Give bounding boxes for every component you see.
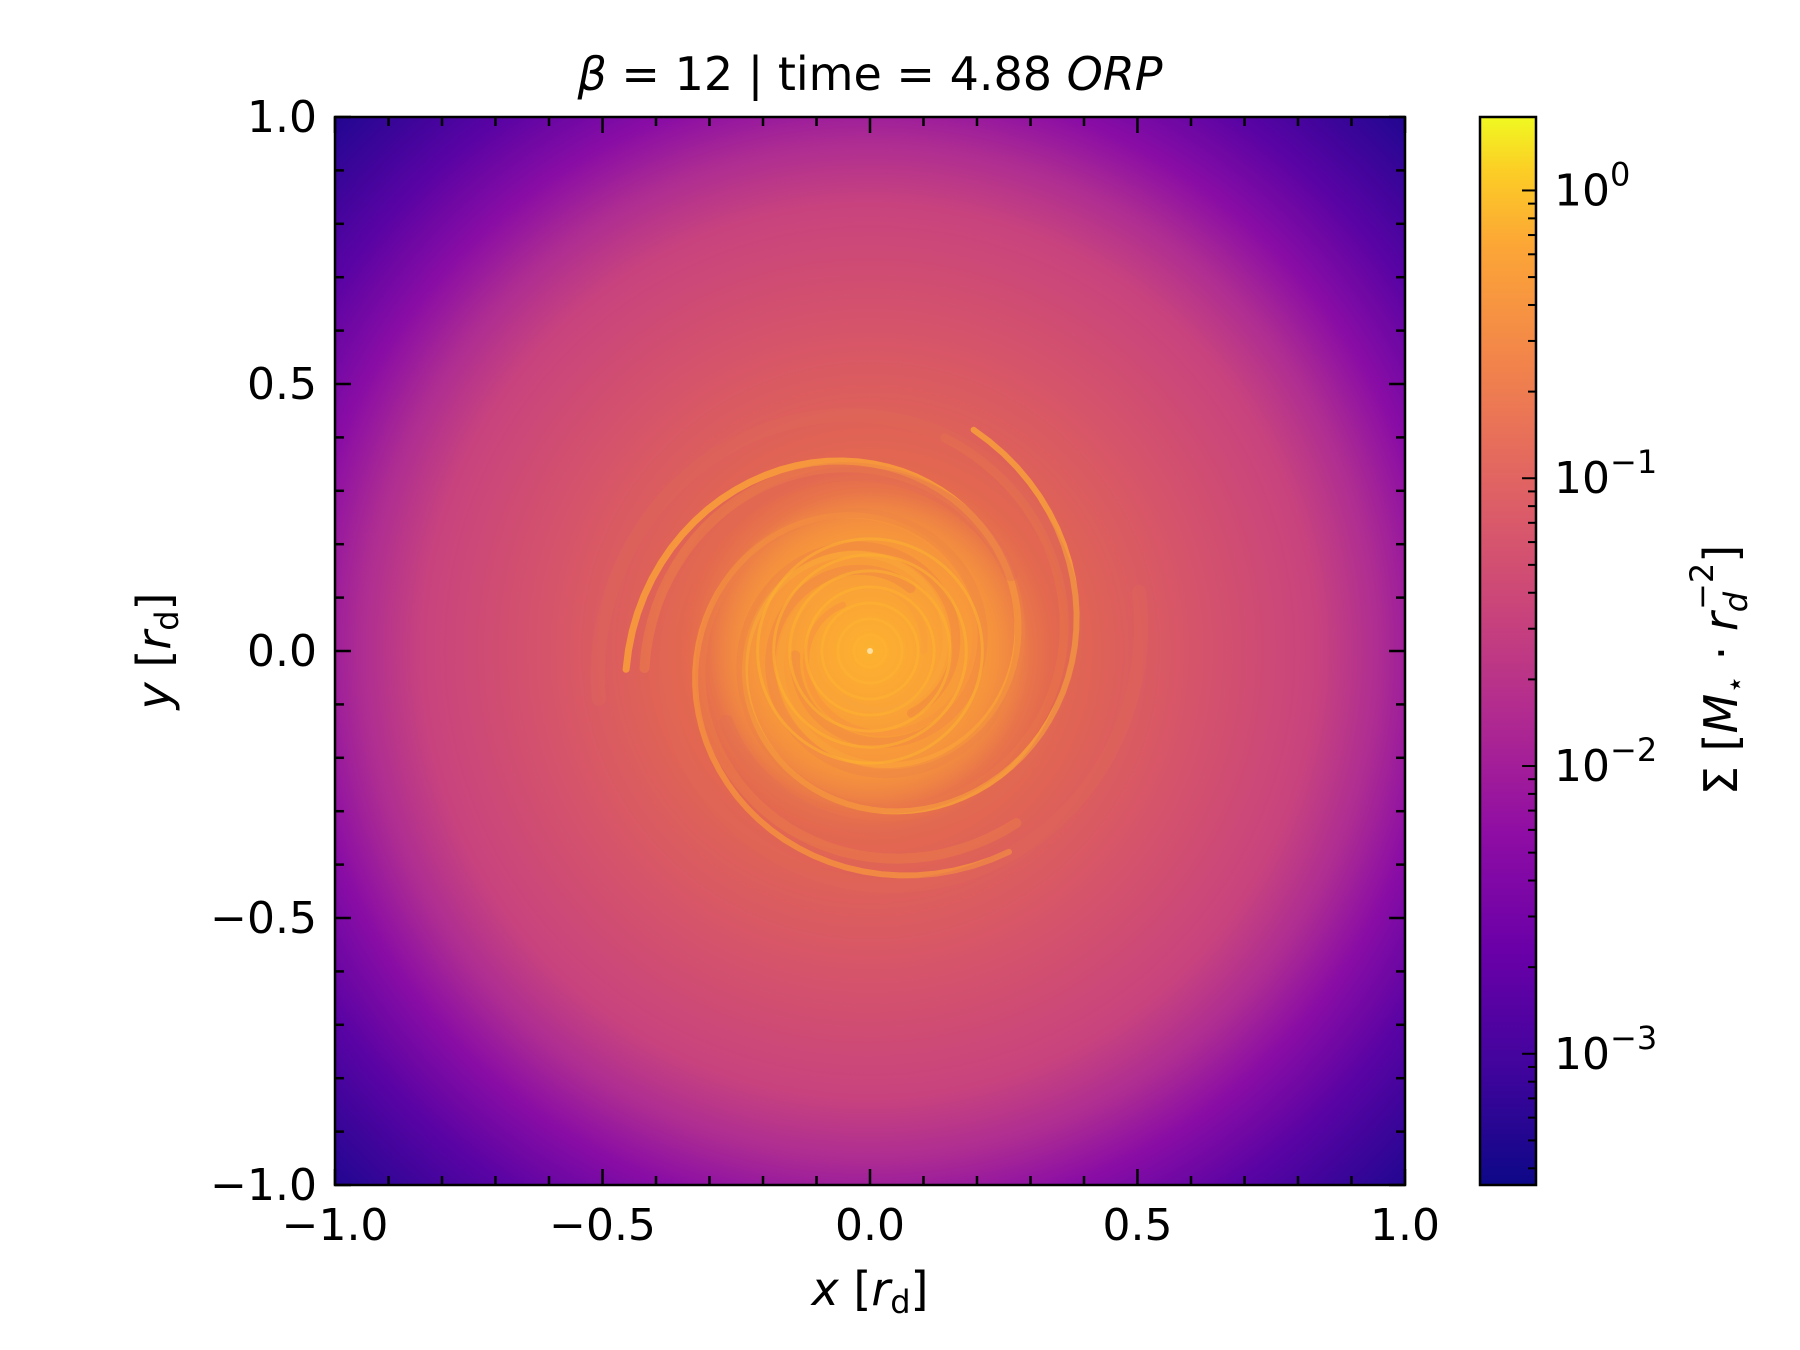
core-ring-0 (852, 633, 888, 669)
title-text: = 12 | time = 4.88 (607, 47, 1067, 102)
title-beta: β (576, 47, 606, 101)
spiral-arm-5 (736, 433, 1069, 814)
x-tick-label: −1.0 (282, 1200, 389, 1251)
spiral-arm-4 (695, 508, 1022, 864)
spiral-arm-3 (639, 462, 1025, 779)
y-tick-label: 1.0 (247, 92, 317, 143)
heatmap-plot-area (335, 117, 1405, 1185)
y-tick-label: 0.5 (247, 359, 317, 410)
x-tick-label: −0.5 (549, 1200, 656, 1251)
spiral-arm-6 (658, 466, 1149, 894)
title-unit: ORP (1067, 47, 1163, 101)
colorbar-gradient (1478, 115, 1538, 1187)
chart-title: β = 12 | time = 4.88 ORP (576, 47, 1162, 102)
spiral-arm-2 (741, 426, 1080, 815)
y-tick-label: −1.0 (210, 1160, 317, 1211)
spiral-arm-1 (692, 512, 1012, 879)
density-field-structures (590, 408, 1149, 894)
colorbar-tick-label: 10−3 (1554, 1019, 1657, 1080)
y-tick-label: −0.5 (210, 893, 317, 944)
core-ring-5 (772, 553, 968, 749)
y-axis-ticks: −1.0 −0.5 0.0 0.5 1.0 (210, 92, 1405, 1211)
core-ring-3 (804, 585, 936, 717)
core-ring-1 (836, 617, 904, 685)
spiral-arm-7 (590, 408, 1083, 836)
x-axis-label: x [rd] (810, 1262, 929, 1321)
x-axis-ticks: −1.0 −0.5 0.0 0.5 1.0 (282, 117, 1440, 1251)
core-center (867, 648, 873, 654)
x-tick-label: 1.0 (1370, 1200, 1440, 1251)
colorbar-label: Σ [M⋆ · rd−2] (1683, 545, 1755, 795)
y-tick-label: 0.0 (247, 626, 317, 677)
core-ring-4 (788, 569, 952, 733)
core-ring-6 (756, 537, 984, 765)
x-tick-label: 0.0 (835, 1200, 905, 1251)
colorbar-tick-label: 100 (1554, 155, 1630, 216)
colorbar-tick-label: 10−1 (1554, 443, 1657, 504)
x-tick-label: 0.5 (1103, 1200, 1173, 1251)
y-axis-label: y [rd] (127, 593, 186, 712)
colorbar-ticks: 100 10−1 10−2 10−3 (1522, 155, 1657, 1170)
core-ring-2 (820, 601, 920, 701)
colorbar-tick-label: 10−2 (1554, 731, 1657, 792)
spiral-arm-0 (622, 457, 1022, 770)
colorbar: 100 10−1 10−2 10−3 Σ [M⋆ · rd−2] (1478, 115, 1755, 1187)
